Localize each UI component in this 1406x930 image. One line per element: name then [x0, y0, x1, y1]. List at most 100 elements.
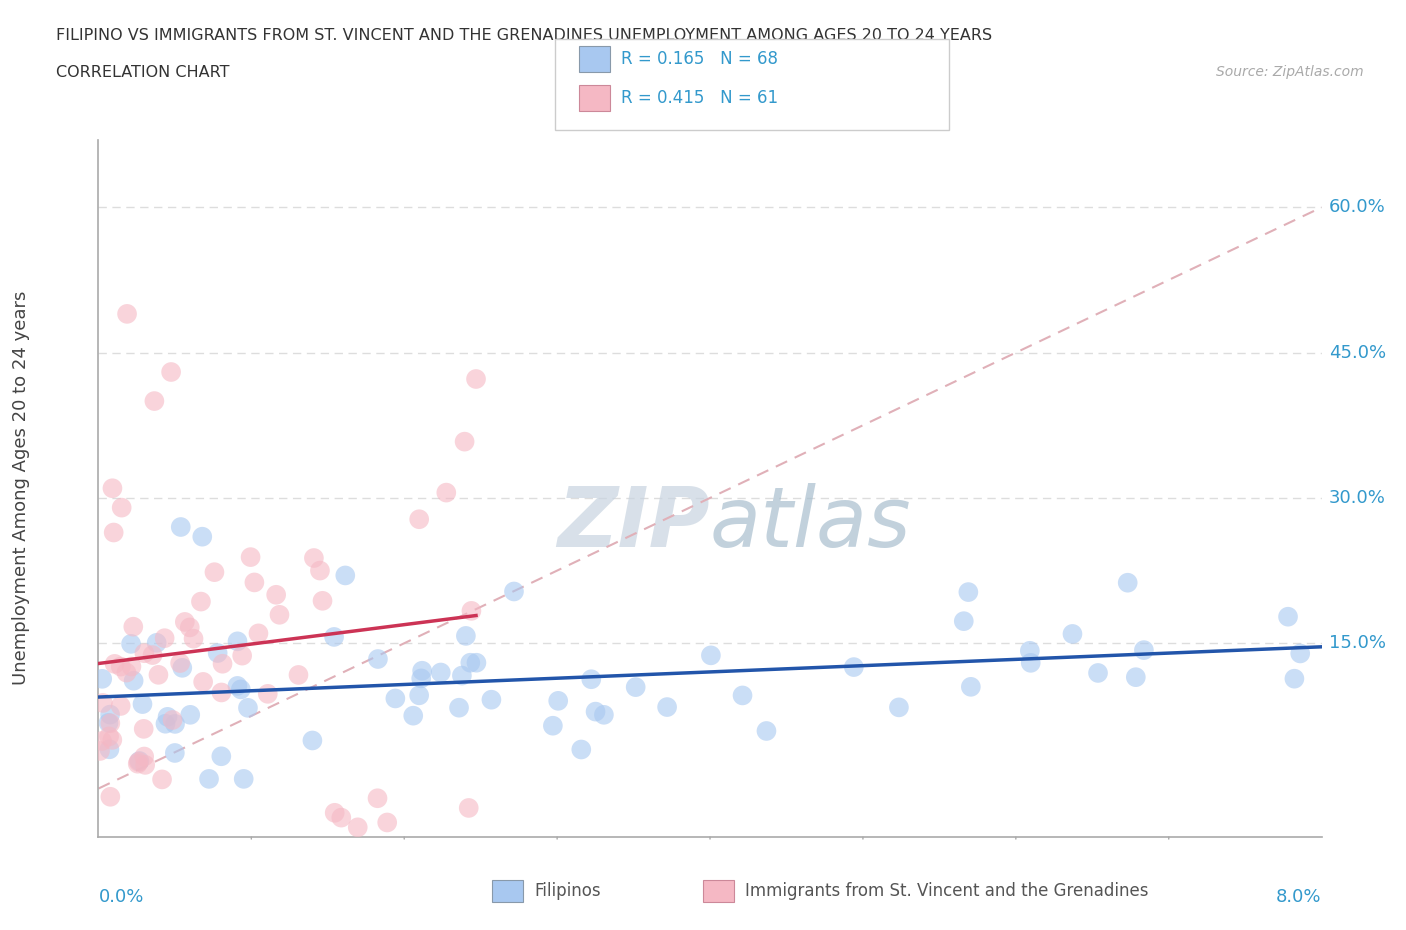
- Point: [122, 619, 145, 634]
- Point: [191, 674, 214, 689]
- Point: [131, 697, 153, 711]
- Point: [183, 631, 205, 646]
- Point: [91, 734, 114, 749]
- Point: [98, 707, 121, 722]
- Point: [98, 716, 121, 731]
- Point: [624, 680, 647, 695]
- Point: [179, 620, 201, 635]
- Point: [148, 668, 170, 683]
- Point: [111, 500, 134, 515]
- Point: [330, 810, 353, 825]
- Point: [460, 656, 482, 671]
- Point: [1018, 644, 1040, 658]
- Point: [101, 733, 124, 748]
- Point: [335, 568, 357, 583]
- Point: [581, 671, 603, 686]
- Point: [172, 660, 194, 675]
- Point: [960, 680, 983, 695]
- Point: [569, 742, 592, 757]
- Point: [1062, 627, 1084, 642]
- Point: [264, 588, 287, 603]
- Point: [91, 671, 114, 686]
- Text: ZIP: ZIP: [557, 483, 710, 564]
- Point: [655, 699, 678, 714]
- Point: [346, 820, 368, 835]
- Point: [585, 704, 607, 719]
- Point: [375, 815, 398, 830]
- Point: [120, 636, 142, 651]
- Point: [103, 525, 125, 540]
- Point: [460, 604, 482, 618]
- Point: [204, 565, 226, 579]
- Point: [247, 626, 270, 641]
- Point: [232, 772, 254, 787]
- Point: [145, 635, 167, 650]
- Point: [143, 393, 166, 408]
- Point: [155, 716, 177, 731]
- Point: [301, 733, 323, 748]
- Text: Source: ZipAtlas.com: Source: ZipAtlas.com: [1216, 65, 1364, 79]
- Point: [411, 671, 433, 685]
- Point: [408, 688, 430, 703]
- Point: [457, 801, 479, 816]
- Point: [211, 657, 233, 671]
- Point: [153, 631, 176, 645]
- Point: [503, 584, 526, 599]
- Point: [229, 682, 252, 697]
- Text: 60.0%: 60.0%: [1329, 198, 1385, 217]
- Point: [179, 708, 201, 723]
- Point: [256, 686, 278, 701]
- Point: [156, 710, 179, 724]
- Point: [1125, 670, 1147, 684]
- Point: [104, 657, 127, 671]
- Point: [226, 679, 249, 694]
- Point: [110, 659, 132, 674]
- Point: [434, 485, 457, 500]
- Text: 0.0%: 0.0%: [98, 888, 143, 906]
- Text: FILIPINO VS IMMIGRANTS FROM ST. VINCENT AND THE GRENADINES UNEMPLOYMENT AMONG AG: FILIPINO VS IMMIGRANTS FROM ST. VINCENT …: [56, 28, 993, 43]
- Point: [454, 629, 477, 644]
- Point: [465, 372, 488, 387]
- Text: Immigrants from St. Vincent and the Grenadines: Immigrants from St. Vincent and the Gren…: [745, 883, 1149, 900]
- Point: [89, 743, 111, 758]
- Point: [287, 668, 309, 683]
- Point: [191, 529, 214, 544]
- Point: [128, 754, 150, 769]
- Point: [173, 615, 195, 630]
- Point: [541, 718, 564, 733]
- Point: [731, 688, 754, 703]
- Point: [134, 645, 156, 660]
- Point: [408, 512, 430, 526]
- Point: [142, 647, 165, 662]
- Text: 15.0%: 15.0%: [1329, 634, 1386, 652]
- Point: [198, 772, 221, 787]
- Point: [842, 659, 865, 674]
- Point: [170, 520, 193, 535]
- Point: [481, 692, 503, 707]
- Point: [309, 564, 332, 578]
- Text: CORRELATION CHART: CORRELATION CHART: [56, 65, 229, 80]
- Point: [150, 772, 173, 787]
- Point: [211, 685, 233, 700]
- Point: [163, 716, 186, 731]
- Point: [755, 724, 778, 738]
- Point: [1116, 576, 1139, 591]
- Point: [190, 594, 212, 609]
- Point: [98, 742, 121, 757]
- Point: [453, 434, 475, 449]
- Text: Unemployment Among Ages 20 to 24 years: Unemployment Among Ages 20 to 24 years: [13, 291, 30, 685]
- Point: [887, 700, 910, 715]
- Point: [110, 698, 132, 713]
- Point: [115, 307, 138, 322]
- Point: [1087, 666, 1109, 681]
- Point: [1284, 671, 1306, 686]
- Point: [97, 715, 120, 730]
- Point: [115, 665, 138, 680]
- Point: [120, 659, 142, 674]
- Point: [226, 634, 249, 649]
- Text: 45.0%: 45.0%: [1329, 343, 1386, 362]
- Point: [547, 694, 569, 709]
- Point: [207, 645, 229, 660]
- Point: [451, 668, 474, 683]
- Point: [384, 691, 406, 706]
